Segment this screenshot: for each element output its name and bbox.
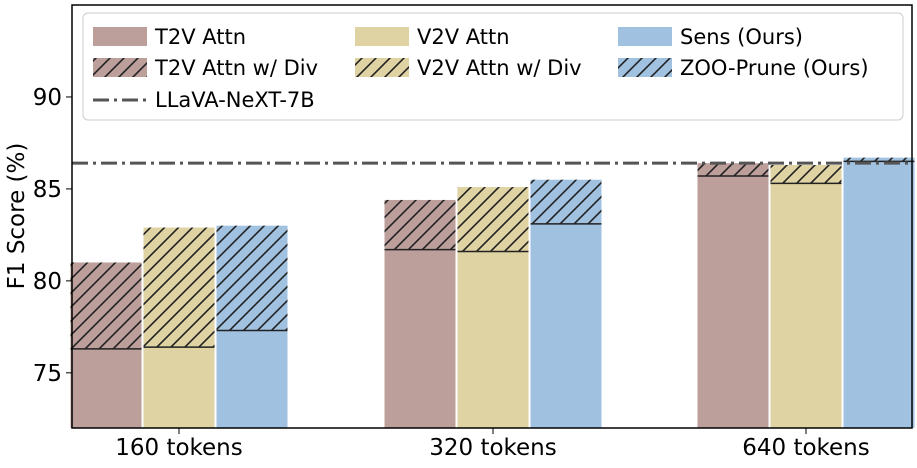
bar-hatch — [843, 157, 915, 162]
legend-label: T2V Attn — [154, 25, 246, 49]
legend-swatch — [93, 27, 147, 46]
bar-sens-ours- — [530, 223, 602, 428]
bar-hatch — [70, 262, 142, 349]
bar-sens-ours- — [216, 330, 288, 428]
bar-v2v-attn — [770, 183, 842, 428]
x-tick-label: 320 tokens — [429, 435, 557, 461]
bar-t2v-attn — [70, 348, 142, 428]
bar-v2v-attn — [143, 347, 215, 428]
legend-label: ZOO-Prune (Ours) — [680, 56, 869, 80]
legend-label: V2V Attn w/ Div — [417, 56, 582, 80]
legend-label: LLaVA-NeXT-7B — [155, 88, 315, 112]
bar-hatch — [143, 227, 215, 348]
plot-frame — [71, 4, 913, 429]
bar-hatch — [216, 225, 288, 331]
y-tick-label: 85 — [33, 177, 62, 203]
legend-swatch — [355, 27, 409, 46]
bar-v2v-attn — [457, 251, 529, 428]
legend-swatch-hatch — [355, 58, 409, 77]
bar-hatch — [384, 199, 456, 250]
y-axis-label: F1 Score (%) — [4, 143, 30, 290]
bar-t2v-attn — [697, 176, 769, 428]
legend-label: V2V Attn — [417, 25, 510, 49]
bar-hatch — [530, 179, 602, 224]
y-tick-label: 90 — [33, 85, 62, 111]
legend-box — [82, 12, 904, 121]
legend-swatch — [618, 27, 672, 46]
bar-hatch — [697, 163, 769, 177]
bar-hatch — [770, 165, 842, 184]
legend-swatch-hatch — [93, 58, 147, 77]
x-tick-label: 640 tokens — [742, 435, 870, 461]
legend-label: Sens (Ours) — [680, 25, 803, 49]
legend-label: T2V Attn w/ Div — [154, 56, 318, 80]
bar-sens-ours- — [843, 161, 915, 428]
y-tick-label: 80 — [33, 269, 62, 295]
legend: T2V Attn V2V Attn Sens (Ours) T2V Attn w/ D… — [82, 12, 904, 121]
legend-swatch-hatch — [618, 58, 672, 77]
x-tick-label: 160 tokens — [115, 435, 243, 461]
y-tick-label: 75 — [33, 361, 62, 387]
bar-hatch — [457, 187, 529, 252]
bar-t2v-attn — [384, 249, 456, 428]
